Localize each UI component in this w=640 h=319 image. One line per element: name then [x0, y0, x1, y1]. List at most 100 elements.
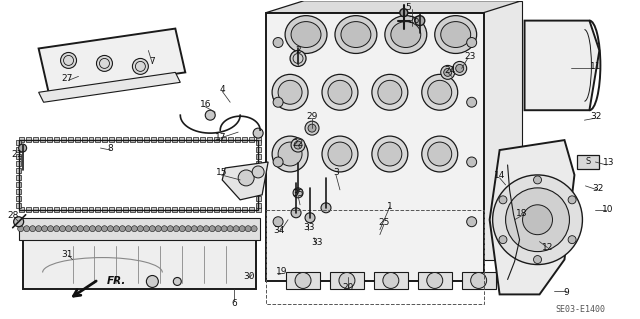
Bar — [165, 137, 170, 142]
Bar — [33, 207, 38, 212]
Circle shape — [251, 226, 257, 232]
Bar — [256, 154, 261, 159]
Ellipse shape — [441, 22, 470, 48]
Text: 9: 9 — [564, 288, 570, 297]
Bar — [256, 207, 261, 212]
Ellipse shape — [391, 22, 420, 48]
Bar — [124, 207, 129, 212]
Bar — [95, 137, 100, 142]
Text: 10: 10 — [602, 205, 613, 214]
Circle shape — [339, 272, 355, 288]
Circle shape — [209, 226, 215, 232]
Circle shape — [321, 203, 331, 213]
Bar — [33, 137, 38, 142]
Bar — [256, 203, 261, 208]
Circle shape — [186, 226, 191, 232]
Text: S: S — [586, 158, 591, 167]
Text: 35: 35 — [292, 189, 304, 198]
Text: 32: 32 — [591, 112, 602, 121]
Circle shape — [167, 226, 173, 232]
Circle shape — [293, 188, 303, 198]
Polygon shape — [374, 271, 408, 289]
Text: 11: 11 — [589, 62, 601, 71]
Bar — [131, 137, 136, 142]
Circle shape — [534, 176, 541, 184]
Circle shape — [273, 38, 283, 48]
Text: 23: 23 — [464, 52, 476, 61]
Text: 1: 1 — [387, 202, 393, 211]
Circle shape — [422, 136, 458, 172]
Polygon shape — [266, 13, 484, 281]
Text: 32: 32 — [593, 184, 604, 193]
Bar — [242, 207, 247, 212]
Circle shape — [290, 50, 306, 66]
Bar — [95, 207, 100, 212]
Bar — [249, 207, 254, 212]
Bar — [40, 207, 45, 212]
Text: 22: 22 — [292, 138, 303, 148]
Polygon shape — [19, 218, 260, 240]
Bar — [145, 137, 149, 142]
Text: 28: 28 — [7, 211, 19, 220]
Circle shape — [42, 226, 47, 232]
Bar — [74, 207, 79, 212]
Bar — [193, 207, 198, 212]
Bar — [88, 207, 93, 212]
Circle shape — [233, 226, 239, 232]
Circle shape — [204, 226, 209, 232]
Bar — [88, 137, 93, 142]
Bar — [102, 137, 108, 142]
Text: SE03-E1400: SE03-E1400 — [556, 305, 605, 314]
Circle shape — [239, 226, 245, 232]
Bar — [256, 196, 261, 201]
Bar — [249, 137, 254, 142]
Circle shape — [77, 226, 83, 232]
Polygon shape — [330, 271, 364, 289]
Bar — [235, 207, 240, 212]
Bar — [15, 182, 20, 187]
Circle shape — [452, 62, 467, 75]
Text: 25: 25 — [378, 218, 390, 227]
Text: 8: 8 — [108, 144, 113, 152]
Bar — [228, 207, 233, 212]
Bar — [15, 168, 20, 173]
Text: 19: 19 — [276, 267, 288, 276]
Circle shape — [372, 74, 408, 110]
Circle shape — [470, 272, 486, 288]
Circle shape — [444, 68, 452, 76]
Bar — [221, 137, 226, 142]
Bar — [256, 175, 261, 180]
Polygon shape — [22, 238, 256, 289]
Bar — [256, 182, 261, 187]
Text: 6: 6 — [231, 299, 237, 308]
Circle shape — [328, 142, 352, 166]
Text: 21: 21 — [11, 150, 22, 159]
Circle shape — [273, 97, 283, 107]
Bar — [172, 137, 177, 142]
Circle shape — [467, 217, 477, 227]
Text: 14: 14 — [494, 171, 506, 181]
Bar — [124, 137, 129, 142]
Bar — [256, 147, 261, 152]
Text: 15: 15 — [216, 168, 227, 177]
Bar — [68, 207, 72, 212]
Circle shape — [47, 226, 54, 232]
Text: 18: 18 — [516, 209, 527, 218]
Bar — [256, 189, 261, 194]
Ellipse shape — [341, 22, 371, 48]
Circle shape — [456, 64, 464, 72]
Circle shape — [72, 226, 77, 232]
Polygon shape — [38, 72, 180, 102]
Polygon shape — [304, 1, 522, 260]
Ellipse shape — [285, 16, 327, 54]
Circle shape — [467, 38, 477, 48]
Bar — [200, 137, 205, 142]
Text: 13: 13 — [603, 159, 614, 167]
Circle shape — [197, 226, 204, 232]
Bar — [193, 137, 198, 142]
Text: 27: 27 — [61, 74, 72, 83]
Bar — [256, 168, 261, 173]
Bar — [165, 207, 170, 212]
Bar — [214, 207, 220, 212]
Bar — [81, 137, 86, 142]
